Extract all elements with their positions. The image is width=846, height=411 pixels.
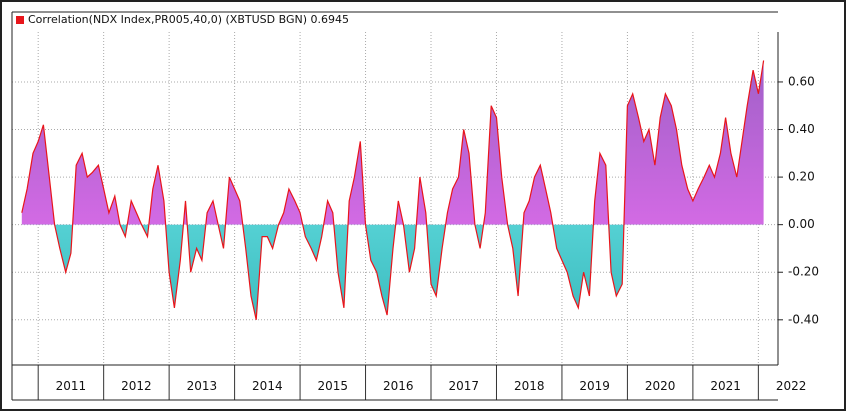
x-tick-label: 2012 (121, 379, 152, 393)
x-tick-label: 2013 (187, 379, 218, 393)
line (21, 60, 765, 320)
legend-swatch (16, 16, 24, 24)
x-tick-label: 2022 (776, 379, 807, 393)
y-tick-label: 0.40 (788, 122, 815, 136)
y-tick-label: -0.40 (788, 312, 819, 326)
legend-label: Correlation(NDX Index,PR005,40,0) (XBTUS… (28, 13, 349, 26)
x-tick-label: 2019 (579, 379, 610, 393)
x-tick-label: 2018 (514, 379, 545, 393)
y-tick-label: -0.20 (788, 265, 819, 279)
x-tick-label: 2021 (710, 379, 741, 393)
y-tick-label: 0.60 (788, 74, 815, 88)
x-tick-label: 2017 (448, 379, 479, 393)
x-tick-label: 2016 (383, 379, 414, 393)
area-positive (21, 60, 764, 225)
y-tick-label: 0.20 (788, 170, 815, 184)
x-tick-label: 2020 (645, 379, 676, 393)
x-tick-label: 2015 (318, 379, 349, 393)
x-tick-label: 2011 (56, 379, 87, 393)
x-tick-label: 2014 (252, 379, 283, 393)
y-tick-label: 0.00 (788, 217, 815, 231)
